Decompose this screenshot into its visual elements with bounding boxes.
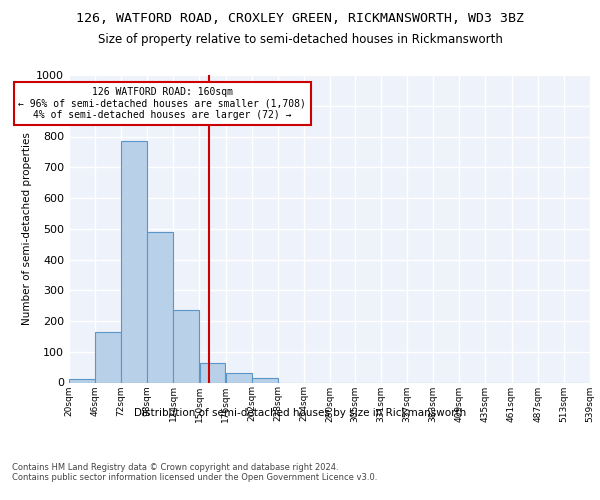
Bar	[200, 362, 226, 382]
Bar	[226, 374, 251, 382]
Y-axis label: Number of semi-detached properties: Number of semi-detached properties	[22, 132, 32, 325]
Bar	[121, 141, 147, 382]
Bar	[69, 379, 95, 382]
Text: 126, WATFORD ROAD, CROXLEY GREEN, RICKMANSWORTH, WD3 3BZ: 126, WATFORD ROAD, CROXLEY GREEN, RICKMA…	[76, 12, 524, 26]
Bar	[148, 232, 173, 382]
Bar	[95, 332, 121, 382]
Text: Distribution of semi-detached houses by size in Rickmansworth: Distribution of semi-detached houses by …	[134, 408, 466, 418]
Text: Contains HM Land Registry data © Crown copyright and database right 2024.
Contai: Contains HM Land Registry data © Crown c…	[12, 462, 377, 482]
Text: Size of property relative to semi-detached houses in Rickmansworth: Size of property relative to semi-detach…	[98, 32, 502, 46]
Text: 126 WATFORD ROAD: 160sqm
← 96% of semi-detached houses are smaller (1,708)
4% of: 126 WATFORD ROAD: 160sqm ← 96% of semi-d…	[19, 88, 306, 120]
Bar	[252, 378, 278, 382]
Bar	[173, 310, 199, 382]
